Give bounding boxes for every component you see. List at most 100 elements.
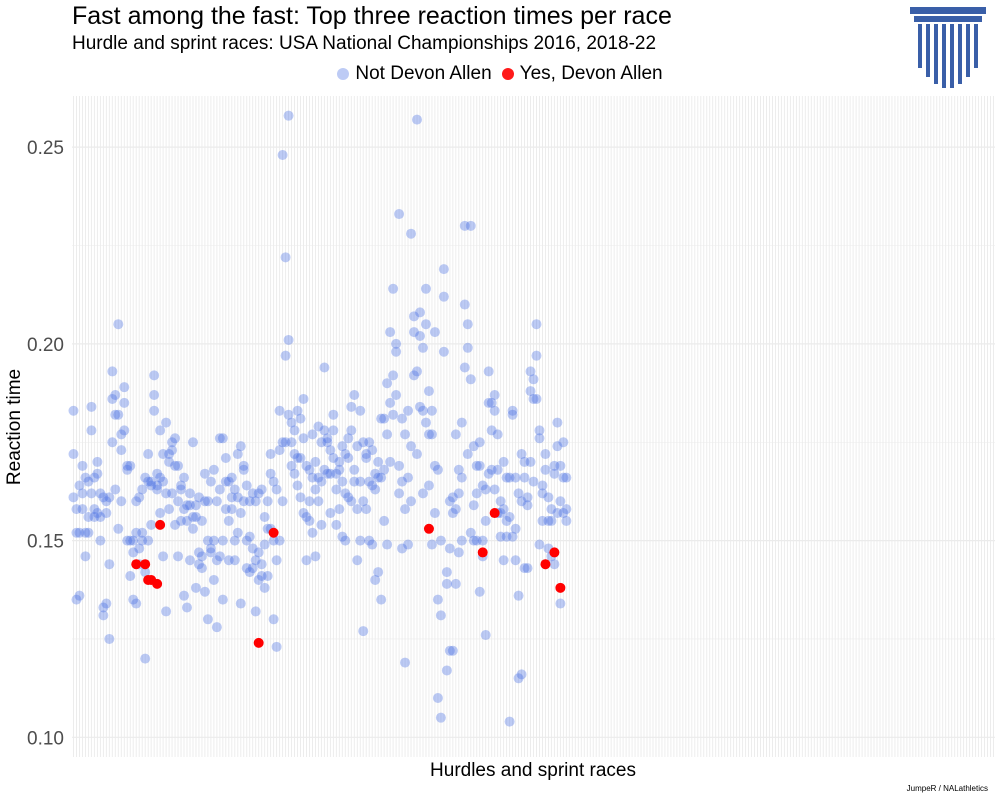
data-point-not-devon-allen (161, 488, 172, 499)
data-point-not-devon-allen (403, 472, 414, 483)
data-point-not-devon-allen (340, 449, 351, 460)
data-point-not-devon-allen (501, 515, 512, 526)
data-point-not-devon-allen (337, 441, 348, 452)
y-tick-label: 0.20 (27, 335, 64, 356)
data-point-not-devon-allen (193, 492, 204, 503)
data-point-not-devon-allen (316, 437, 327, 448)
data-point-not-devon-allen (71, 594, 82, 605)
data-points (68, 110, 572, 727)
data-point-not-devon-allen (331, 519, 342, 530)
data-point-not-devon-allen (495, 531, 506, 542)
data-point-not-devon-allen (534, 425, 545, 436)
data-point-not-devon-allen (143, 449, 154, 460)
data-point-not-devon-allen (355, 405, 366, 416)
chart-subtitle: Hurdle and sprint races: USA National Ch… (72, 33, 657, 54)
data-point-not-devon-allen (358, 496, 369, 507)
data-point-not-devon-allen (489, 484, 500, 495)
data-point-not-devon-allen (450, 578, 461, 589)
data-point-not-devon-allen (232, 527, 243, 538)
data-point-not-devon-allen (292, 480, 303, 491)
data-point-not-devon-allen (217, 594, 228, 605)
data-point-not-devon-allen (429, 327, 440, 338)
data-point-not-devon-allen (549, 559, 560, 570)
data-point-not-devon-allen (388, 283, 399, 294)
data-point-not-devon-allen (301, 460, 312, 471)
data-point-not-devon-allen (379, 464, 390, 475)
data-point-not-devon-allen (98, 492, 109, 503)
data-point-not-devon-allen (277, 150, 288, 161)
data-point-not-devon-allen (456, 535, 467, 546)
data-point-not-devon-allen (265, 449, 276, 460)
data-point-devon-allen (423, 523, 434, 534)
data-point-not-devon-allen (435, 712, 446, 723)
source-credit: JumpeR / NALathletics (906, 784, 988, 793)
data-point-not-devon-allen (167, 437, 178, 448)
data-point-not-devon-allen (92, 456, 103, 467)
data-point-devon-allen (140, 559, 151, 570)
data-point-not-devon-allen (298, 508, 309, 519)
data-point-not-devon-allen (199, 468, 210, 479)
data-point-not-devon-allen (385, 327, 396, 338)
data-point-not-devon-allen (507, 405, 518, 416)
data-point-not-devon-allen (373, 472, 384, 483)
data-point-not-devon-allen (480, 484, 491, 495)
data-point-not-devon-allen (131, 598, 142, 609)
data-point-not-devon-allen (253, 488, 264, 499)
data-point-not-devon-allen (394, 209, 405, 220)
data-point-not-devon-allen (337, 531, 348, 542)
data-point-not-devon-allen (122, 460, 133, 471)
data-point-not-devon-allen (74, 590, 85, 601)
data-point-not-devon-allen (501, 531, 512, 542)
data-point-not-devon-allen (116, 429, 127, 440)
data-point-not-devon-allen (507, 531, 518, 542)
legend-item-devon-allen: Yes, Devon Allen (501, 63, 663, 85)
data-point-not-devon-allen (426, 405, 437, 416)
data-point-not-devon-allen (423, 429, 434, 440)
data-point-not-devon-allen (435, 535, 446, 546)
data-point-not-devon-allen (95, 535, 106, 546)
data-point-not-devon-allen (447, 492, 458, 503)
grid-lines (72, 96, 995, 757)
data-point-not-devon-allen (289, 468, 300, 479)
data-point-not-devon-allen (131, 527, 142, 538)
data-point-not-devon-allen (170, 460, 181, 471)
data-point-not-devon-allen (176, 480, 187, 491)
data-point-not-devon-allen (385, 397, 396, 408)
data-point-not-devon-allen (202, 614, 213, 625)
data-point-not-devon-allen (298, 433, 309, 444)
data-point-not-devon-allen (116, 445, 127, 456)
data-point-not-devon-allen (540, 449, 551, 460)
data-point-not-devon-allen (122, 464, 133, 475)
data-point-not-devon-allen (537, 480, 548, 491)
data-point-not-devon-allen (149, 390, 160, 401)
data-point-not-devon-allen (459, 299, 470, 310)
data-point-not-devon-allen (540, 464, 551, 475)
data-point-not-devon-allen (331, 484, 342, 495)
data-point-not-devon-allen (543, 492, 554, 503)
data-point-not-devon-allen (477, 480, 488, 491)
data-point-not-devon-allen (462, 319, 473, 330)
data-point-not-devon-allen (552, 417, 563, 428)
data-point-not-devon-allen (420, 319, 431, 330)
data-point-not-devon-allen (170, 519, 181, 530)
data-point-not-devon-allen (256, 559, 267, 570)
chart-title: Fast among the fast: Top three reaction … (72, 2, 672, 30)
data-point-not-devon-allen (229, 535, 240, 546)
data-point-not-devon-allen (414, 401, 425, 412)
data-point-not-devon-allen (113, 523, 124, 534)
data-point-not-devon-allen (134, 543, 145, 554)
data-point-not-devon-allen (289, 425, 300, 436)
data-point-not-devon-allen (552, 441, 563, 452)
data-point-not-devon-allen (432, 692, 443, 703)
data-point-not-devon-allen (229, 555, 240, 566)
data-point-not-devon-allen (558, 508, 569, 519)
data-point-not-devon-allen (77, 488, 88, 499)
data-point-not-devon-allen (149, 405, 160, 416)
data-point-not-devon-allen (80, 472, 91, 483)
data-point-not-devon-allen (271, 641, 282, 652)
data-point-not-devon-allen (226, 472, 237, 483)
data-point-not-devon-allen (125, 571, 136, 582)
data-point-not-devon-allen (104, 559, 115, 570)
data-point-not-devon-allen (364, 535, 375, 546)
